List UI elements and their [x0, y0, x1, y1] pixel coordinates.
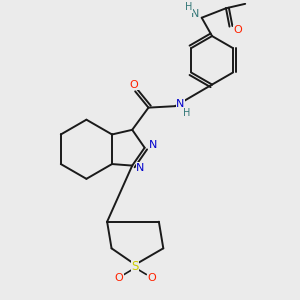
- Text: N: N: [176, 99, 184, 109]
- Text: H: H: [185, 2, 192, 12]
- Text: O: O: [129, 80, 138, 90]
- Text: N: N: [136, 163, 145, 173]
- Text: O: O: [115, 273, 123, 283]
- Text: O: O: [147, 273, 156, 283]
- Text: S: S: [131, 260, 139, 274]
- Text: H: H: [183, 108, 190, 118]
- Text: N: N: [191, 9, 200, 19]
- Text: N: N: [149, 140, 157, 150]
- Text: O: O: [233, 25, 242, 35]
